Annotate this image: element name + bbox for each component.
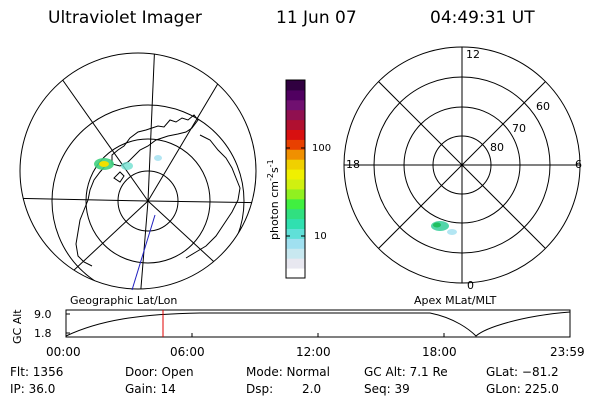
colorbar-cell (286, 248, 305, 259)
observation-date: 11 Jun 07 (276, 8, 357, 28)
colorbar-cell (286, 228, 305, 239)
door-status: Door: Open (125, 365, 194, 379)
gain-value: Gain: 14 (125, 382, 176, 396)
mlt-label-6: 6 (575, 158, 582, 171)
dsp-value: 2.0 (302, 382, 322, 396)
observation-time: 04:49:31 UT (430, 8, 535, 28)
altitude-ytick-high: 9.0 (34, 308, 52, 321)
altitude-ytick-low: 1.8 (34, 327, 52, 340)
apex-panel-label: Apex MLat/MLT (414, 294, 497, 307)
colorbar-tick-100: 100 (312, 143, 331, 154)
mode-value: Mode: Normal (246, 365, 330, 379)
colorbar-cell (286, 198, 305, 210)
altitude-ylabel: GC Alt (11, 309, 24, 344)
colorbar-cell (286, 119, 305, 130)
colorbar-cell (286, 268, 305, 279)
ip-value: IP: 36.0 (10, 382, 56, 396)
geographic-longitude: GLon: 225.0 (486, 382, 559, 396)
colorbar (285, 79, 306, 279)
colorbar-cell (286, 109, 305, 121)
colorbar-cell (286, 258, 305, 269)
mlat-label-60: 60 (536, 100, 550, 113)
geographic-map (19, 52, 257, 291)
mlat-label-80: 80 (490, 141, 504, 154)
altitude-xtick-0: 00:00 (46, 345, 81, 359)
altitude-plot (65, 309, 571, 338)
mlat-label-70: 70 (512, 122, 526, 135)
colorbar-cell (286, 99, 305, 111)
geographic-latitude: GLat: −81.2 (486, 365, 559, 379)
altitude-xtick-1: 06:00 (170, 345, 205, 359)
colorbar-cell (286, 208, 305, 220)
instrument-title: Ultraviolet Imager (48, 8, 202, 28)
colorbar-cell (286, 188, 305, 200)
dsp-label: Dsp: (246, 382, 274, 396)
altitude-xtick-3: 18:00 (422, 345, 457, 359)
colorbar-tick-10: 10 (314, 231, 327, 242)
mlt-label-18: 18 (346, 158, 360, 171)
geographic-panel-label: Geographic Lat/Lon (70, 294, 177, 307)
colorbar-cell (286, 159, 305, 170)
colorbar-cell (286, 179, 305, 190)
colorbar-label: photon cm-2s-1 (266, 159, 281, 240)
colorbar-cell (286, 139, 305, 150)
flight-number: Flt: 1356 (10, 365, 64, 379)
altitude-xtick-4: 23:59 (550, 345, 585, 359)
colorbar-cell (286, 80, 305, 91)
mlt-label-12: 12 (466, 48, 480, 61)
colorbar-cell (286, 149, 305, 160)
mlt-label-0: 0 (467, 279, 474, 292)
altitude-xtick-2: 12:00 (296, 345, 331, 359)
gc-altitude: GC Alt: 7.1 Re (364, 365, 448, 379)
colorbar-cell (286, 169, 305, 180)
sequence-number: Seq: 39 (364, 382, 410, 396)
apex-polar-plot (343, 46, 581, 284)
colorbar-cell (286, 218, 305, 229)
colorbar-cell (286, 129, 305, 140)
colorbar-cell (286, 238, 305, 249)
colorbar-cell (286, 89, 305, 101)
